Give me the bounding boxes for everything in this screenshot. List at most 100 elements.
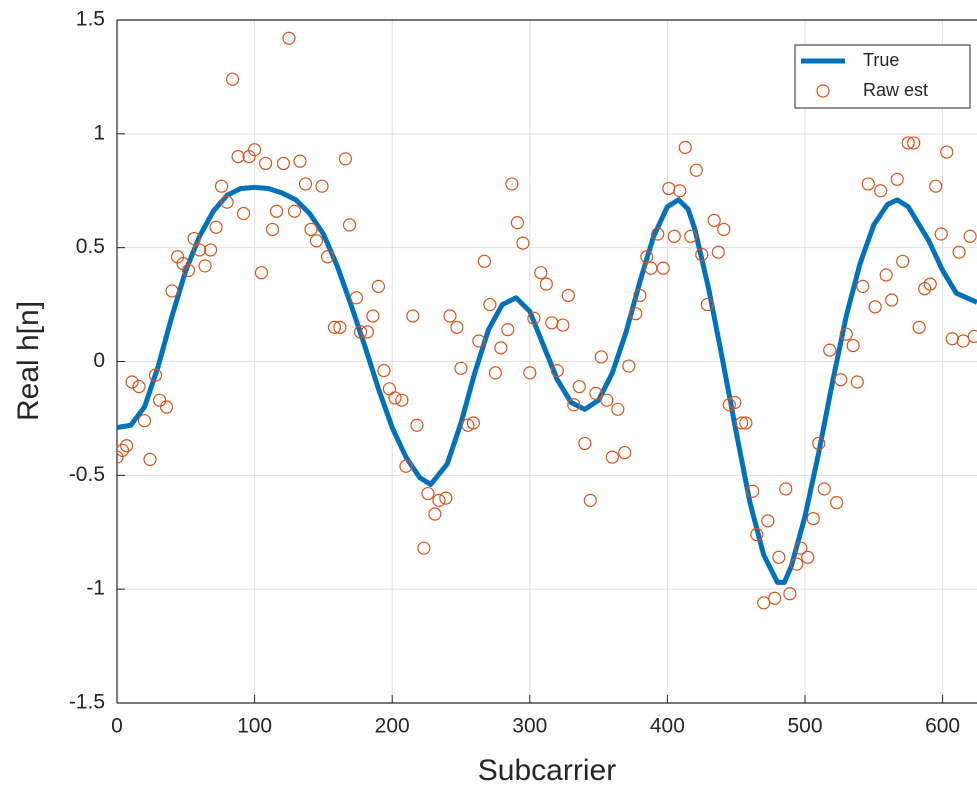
- data-point: [159, 400, 174, 414]
- data-point: [589, 386, 603, 400]
- data-point: [165, 284, 179, 298]
- data-point: [395, 393, 409, 407]
- data-point: [327, 320, 342, 334]
- y-tick-label: 1.5: [76, 8, 105, 31]
- data-point: [338, 152, 353, 166]
- data-point: [901, 136, 915, 150]
- data-point: [578, 436, 592, 451]
- data-point: [483, 297, 497, 312]
- data-point: [728, 395, 742, 410]
- data-point: [678, 140, 692, 155]
- data-point: [923, 277, 937, 291]
- data-point: [181, 263, 196, 278]
- legend-box: [794, 44, 971, 109]
- data-point: [315, 179, 329, 193]
- data-point: [494, 341, 508, 355]
- y-tick-label: -1: [86, 577, 105, 600]
- data-point: [125, 375, 139, 389]
- data-point: [622, 359, 636, 373]
- legend-label: Raw est: [863, 80, 928, 100]
- data-point: [812, 436, 826, 451]
- data-point: [276, 156, 291, 171]
- legend-swatch: [816, 84, 830, 98]
- data-point: [830, 496, 844, 510]
- y-tick-label: -1.5: [69, 691, 105, 714]
- data-point: [600, 393, 614, 407]
- data-point: [333, 320, 347, 334]
- data-point: [117, 450, 124, 464]
- data-point: [605, 450, 619, 464]
- data-point: [231, 150, 245, 164]
- data-point: [505, 177, 519, 191]
- data-point: [656, 261, 670, 275]
- data-point: [439, 491, 453, 505]
- data-point: [472, 334, 486, 348]
- data-point: [349, 291, 364, 305]
- data-point: [377, 364, 391, 378]
- data-point: [432, 493, 446, 507]
- data-point: [879, 268, 893, 282]
- data-point: [711, 245, 725, 259]
- data-point: [454, 361, 468, 375]
- y-tick-label: 0.5: [76, 235, 105, 258]
- data-point: [523, 366, 537, 380]
- data-point: [371, 279, 386, 293]
- data-point: [153, 393, 167, 407]
- data-point: [806, 511, 820, 526]
- data-point: [651, 227, 665, 241]
- data-point: [488, 366, 502, 380]
- data-point: [510, 216, 525, 230]
- x-axis-label: Subcarrier: [478, 754, 616, 787]
- data-point: [248, 143, 262, 157]
- data-point: [707, 213, 721, 227]
- data-point: [320, 250, 335, 264]
- data-point: [940, 145, 954, 159]
- data-point: [673, 184, 687, 198]
- data-point: [567, 398, 581, 412]
- data-point: [132, 379, 146, 394]
- data-point: [203, 243, 218, 257]
- data-point: [963, 229, 977, 243]
- x-tick-label: 100: [237, 715, 272, 738]
- data-point: [417, 541, 431, 555]
- data-point: [850, 375, 864, 389]
- data-point: [783, 587, 797, 601]
- data-point: [823, 343, 837, 357]
- data-point: [466, 416, 480, 430]
- data-point: [534, 266, 548, 280]
- data-point: [689, 163, 703, 177]
- data-point: [700, 297, 714, 312]
- data-point: [885, 293, 899, 307]
- data-point: [293, 154, 307, 168]
- data-point: [583, 493, 597, 507]
- data-point: [527, 311, 541, 325]
- data-point: [611, 402, 625, 416]
- y-axis-label: Real h[n]: [12, 301, 45, 421]
- data-point: [421, 486, 435, 501]
- data-point: [684, 229, 698, 243]
- data-point: [236, 206, 251, 221]
- data-point: [618, 445, 632, 460]
- data-point: [856, 279, 870, 293]
- data-point: [896, 254, 910, 268]
- data-point: [907, 136, 921, 150]
- data-point: [304, 222, 318, 237]
- data-point: [768, 591, 782, 605]
- data-point: [428, 507, 442, 521]
- data-point: [722, 398, 736, 412]
- data-point: [388, 391, 402, 405]
- data-point: [225, 72, 240, 86]
- data-point: [342, 218, 357, 232]
- data-point: [477, 254, 491, 268]
- data-point: [817, 482, 831, 496]
- data-point: [410, 418, 424, 432]
- data-point: [929, 179, 943, 193]
- data-point: [353, 325, 368, 339]
- data-point: [594, 350, 608, 364]
- legend-label: True: [863, 50, 899, 70]
- data-point: [556, 318, 570, 332]
- data-point: [187, 231, 201, 246]
- data-point: [406, 309, 420, 323]
- data-point: [956, 334, 970, 348]
- data-point: [790, 557, 804, 571]
